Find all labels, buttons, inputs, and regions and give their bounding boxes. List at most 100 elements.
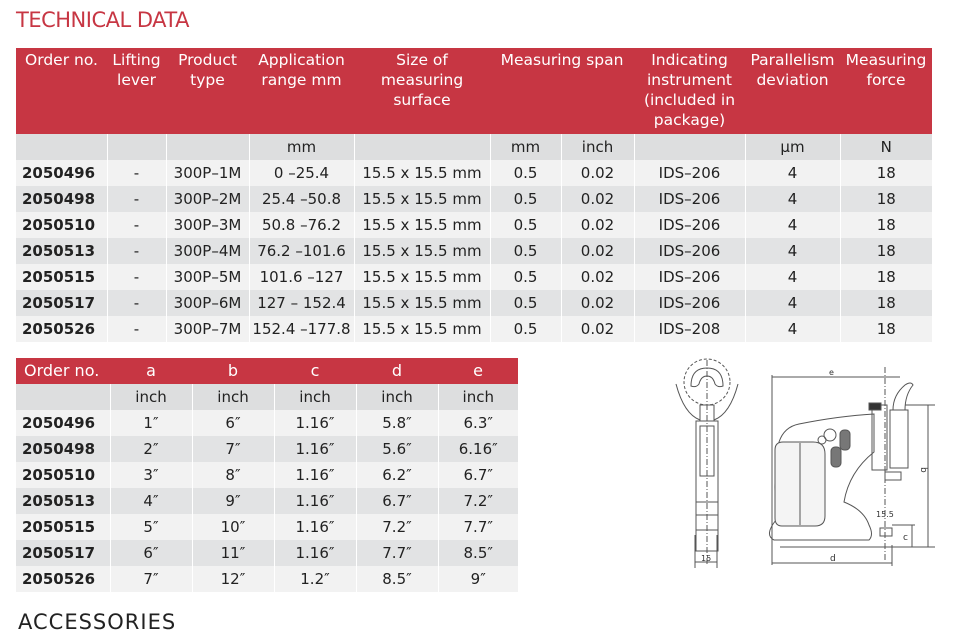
table-cell: 0.5: [489, 290, 561, 316]
table-cell: 7″: [109, 566, 192, 592]
table-cell: 0.5: [489, 160, 561, 186]
unit-cell: inch: [273, 384, 356, 410]
table-cell: 6″: [191, 410, 274, 436]
col-product-type: Product type: [166, 48, 249, 134]
table-cell: 15.5 x 15.5 mm: [353, 212, 490, 238]
col-d: d: [356, 358, 438, 384]
table-cell: 1.2″: [273, 566, 356, 592]
table-cell: IDS–206: [633, 186, 745, 212]
table-cell: 0.02: [560, 160, 634, 186]
section-title: TECHNICAL DATA: [16, 8, 189, 32]
table-cell: -: [106, 186, 166, 212]
col-lifting-lever: Lifting lever: [107, 48, 166, 134]
table-cell: 5.8″: [355, 410, 438, 436]
table-row: 2050526-300P–7M 152.4 –177.8 15.5 x 15.5 m…: [16, 316, 932, 342]
table-cell: 25.4 –50.8: [248, 186, 354, 212]
table-cell: 5.6″: [355, 436, 438, 462]
dim-15-5-label: 15.5: [876, 510, 894, 519]
table-cell: 127 – 152.4: [248, 290, 354, 316]
gauge-drawing: 15 e b c 15.5 d: [675, 358, 935, 568]
unit-cell: [633, 134, 745, 160]
dim-c-label: c: [903, 533, 908, 543]
table-cell: -: [106, 160, 166, 186]
table-cell: IDS–208: [633, 316, 745, 342]
table-cell: 1.16″: [273, 436, 356, 462]
table-cell: 8.5″: [355, 566, 438, 592]
unit-cell: [16, 384, 110, 410]
table-cell: 300P–3M: [165, 212, 249, 238]
table-cell: 4: [744, 316, 840, 342]
table-cell: 4: [744, 186, 840, 212]
dimensions-table: Order no. a b c d e inch inch inch inch inch…: [16, 358, 518, 592]
order-number-cell: 2050526: [16, 316, 107, 342]
col-measuring-force: Measuring force: [840, 48, 932, 134]
table-cell: 7.2″: [437, 488, 518, 514]
table-cell: 15.5 x 15.5 mm: [353, 186, 490, 212]
table-cell: 0.5: [489, 316, 561, 342]
table-cell: 0.5: [489, 238, 561, 264]
table-cell: 4: [744, 238, 840, 264]
table-cell: 0.02: [560, 290, 634, 316]
table-cell: 0.02: [560, 186, 634, 212]
table-cell: 1.16″: [273, 540, 356, 566]
dim-15-label: 15: [701, 554, 711, 563]
table-cell: 18: [839, 186, 932, 212]
table-cell: 6″: [109, 540, 192, 566]
unit-cell: inch: [355, 384, 438, 410]
table-cell: -: [106, 264, 166, 290]
table-cell: 15.5 x 15.5 mm: [353, 238, 490, 264]
table-cell: 0.5: [489, 212, 561, 238]
table-row: 2050513-300P–4M 76.2 –101.6 15.5 x 15.5 mm…: [16, 238, 932, 264]
table-cell: 9″: [191, 488, 274, 514]
units-row: inch inch inch inch inch: [16, 384, 518, 410]
table-cell: 18: [839, 290, 932, 316]
order-number-cell: 2050515: [16, 264, 107, 290]
table-cell: 18: [839, 316, 932, 342]
table-cell: -: [106, 316, 166, 342]
table-cell: 7.7″: [437, 514, 518, 540]
order-number-cell: 2050513: [16, 238, 107, 264]
table-cell: 0 –25.4: [248, 160, 354, 186]
table-cell: 15.5 x 15.5 mm: [353, 290, 490, 316]
table-cell: 4: [744, 264, 840, 290]
table-cell: 101.6 –127: [248, 264, 354, 290]
table-row: 2050517-300P–6M 127 – 152.4 15.5 x 15.5 mm…: [16, 290, 932, 316]
table-cell: 1.16″: [273, 462, 356, 488]
table-cell: 12″: [191, 566, 274, 592]
col-order-no: Order no.: [16, 48, 107, 134]
table-cell: IDS–206: [633, 290, 745, 316]
table-cell: 3″: [109, 462, 192, 488]
dim-b-label: b: [918, 467, 928, 473]
table-cell: 6.16″: [437, 436, 518, 462]
table-cell: 300P–7M: [165, 316, 249, 342]
table-cell: 18: [839, 212, 932, 238]
table-cell: 1.16″: [273, 488, 356, 514]
table-cell: 300P–6M: [165, 290, 249, 316]
order-number-cell: 2050496: [16, 410, 110, 436]
table-cell: 0.5: [489, 186, 561, 212]
order-number-cell: 2050510: [16, 462, 110, 488]
table-row: 2050517 6″ 11″ 1.16″ 7.7″ 8.5″: [16, 540, 518, 566]
table-cell: 6.2″: [355, 462, 438, 488]
col-parallelism: Parallelism deviation: [745, 48, 840, 134]
table-row: 2050513 4″ 9″ 1.16″ 6.7″ 7.2″: [16, 488, 518, 514]
order-number-cell: 2050517: [16, 540, 110, 566]
col-order-no: Order no.: [16, 358, 110, 384]
unit-cell: inch: [191, 384, 274, 410]
table-row: 2050498 2″ 7″ 1.16″ 5.6″ 6.16″: [16, 436, 518, 462]
table-cell: 6.3″: [437, 410, 518, 436]
table-cell: 0.02: [560, 264, 634, 290]
table-cell: -: [106, 290, 166, 316]
col-measuring-surface: Size of measuring surface: [354, 48, 490, 134]
col-measuring-span: Measuring span: [490, 48, 634, 134]
table-row: 2050515 5″ 10″ 1.16″ 7.2″ 7.7″: [16, 514, 518, 540]
table-cell: 8″: [191, 462, 274, 488]
table-cell: 0.02: [560, 212, 634, 238]
table-cell: 9″: [437, 566, 518, 592]
table-cell: 15.5 x 15.5 mm: [353, 264, 490, 290]
table-cell: -: [106, 238, 166, 264]
table-cell: 6.7″: [355, 488, 438, 514]
table-cell: IDS–206: [633, 212, 745, 238]
order-number-cell: 2050510: [16, 212, 107, 238]
table-row: 2050510-300P–3M 50.8 –76.2 15.5 x 15.5 mm 0…: [16, 212, 932, 238]
